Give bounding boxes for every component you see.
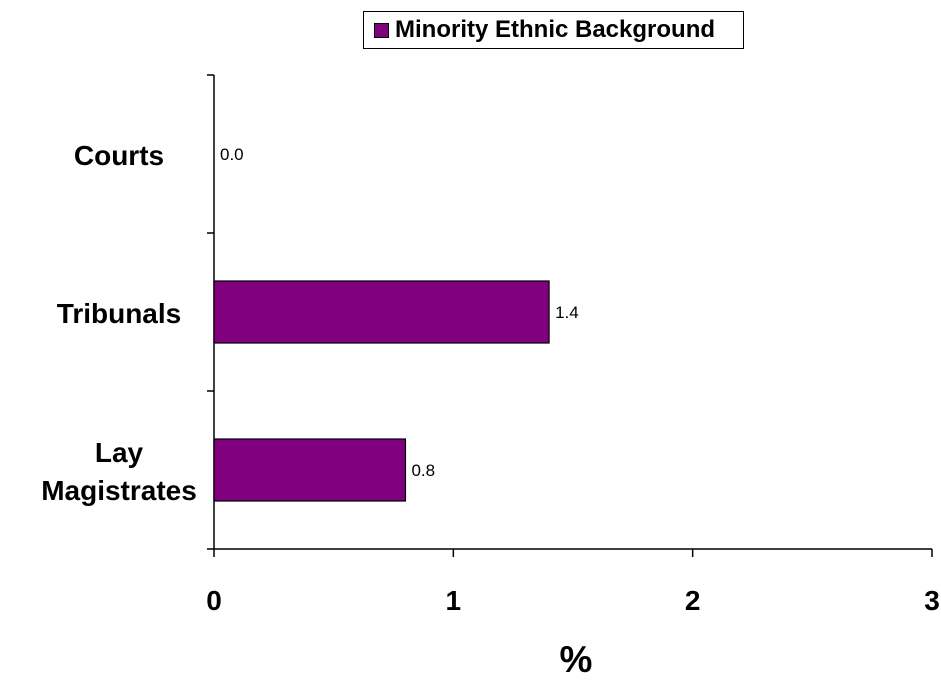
x-tick-label: 2 [685, 585, 701, 616]
legend: Minority Ethnic Background [363, 11, 744, 49]
data-label: 0.0 [220, 145, 244, 164]
category-label-line: Courts [74, 140, 164, 171]
x-tick-label: 1 [446, 585, 462, 616]
data-label-group: 0.0 1.4 0.8 [220, 145, 579, 480]
category-label-line: Lay [95, 437, 144, 468]
bar-group [213, 280, 550, 502]
bar-tribunals [213, 280, 550, 344]
x-tick-group: 0 1 2 3 [206, 549, 940, 616]
category-label: Tribunals [57, 298, 181, 329]
x-tick-label: 0 [206, 585, 222, 616]
data-label: 1.4 [555, 303, 579, 322]
category-label: Lay Magistrates [41, 437, 197, 506]
category-label-line: Tribunals [57, 298, 181, 329]
x-tick-label: 3 [924, 585, 940, 616]
bar-lay-magistrates [213, 438, 407, 502]
category-label-group: Courts Tribunals Lay Magistrates [41, 140, 197, 506]
legend-swatch [374, 22, 389, 38]
legend-label: Minority Ethnic Background [395, 16, 716, 43]
x-axis-title: % [560, 639, 593, 680]
category-label: Courts [74, 140, 164, 171]
category-label-line: Magistrates [41, 475, 197, 506]
data-label: 0.8 [411, 461, 435, 480]
